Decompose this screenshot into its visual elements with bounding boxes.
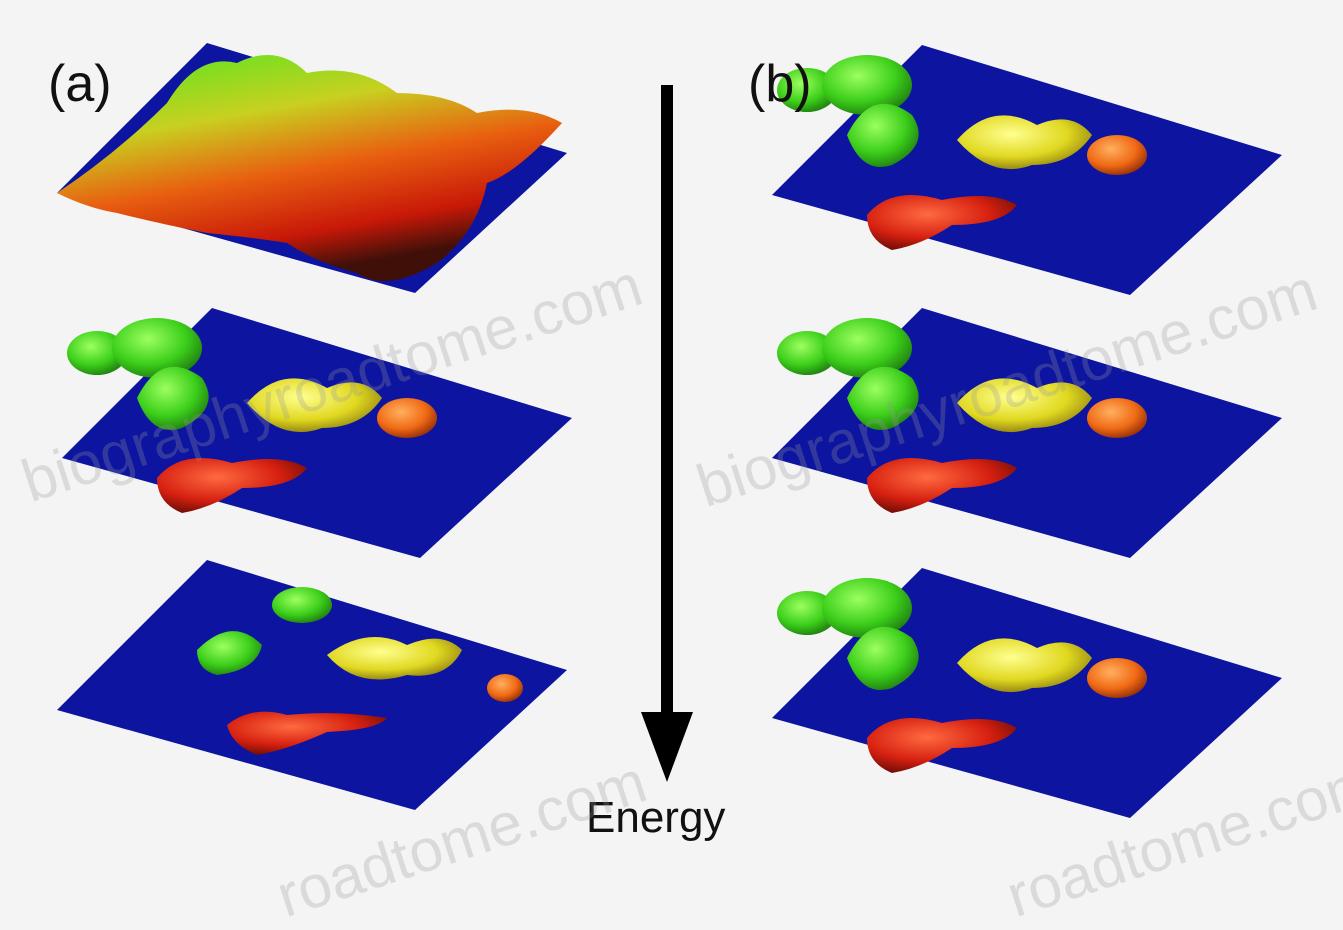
panel-b-label: (b) [748, 55, 812, 113]
panel-a-surface-bottom [57, 560, 567, 810]
panel-a-surface-rough [57, 43, 567, 293]
energy-arrow-icon [641, 85, 693, 782]
energy-axis-label: Energy [586, 793, 726, 842]
panel-b-surface-middle [772, 308, 1282, 558]
panel-b-surface-bottom [772, 568, 1282, 818]
panel-b-surface-top [772, 45, 1282, 295]
panel-a-label: (a) [48, 55, 112, 113]
energy-landscape-figure [57, 43, 1282, 818]
panel-a-surface-middle [62, 308, 572, 558]
